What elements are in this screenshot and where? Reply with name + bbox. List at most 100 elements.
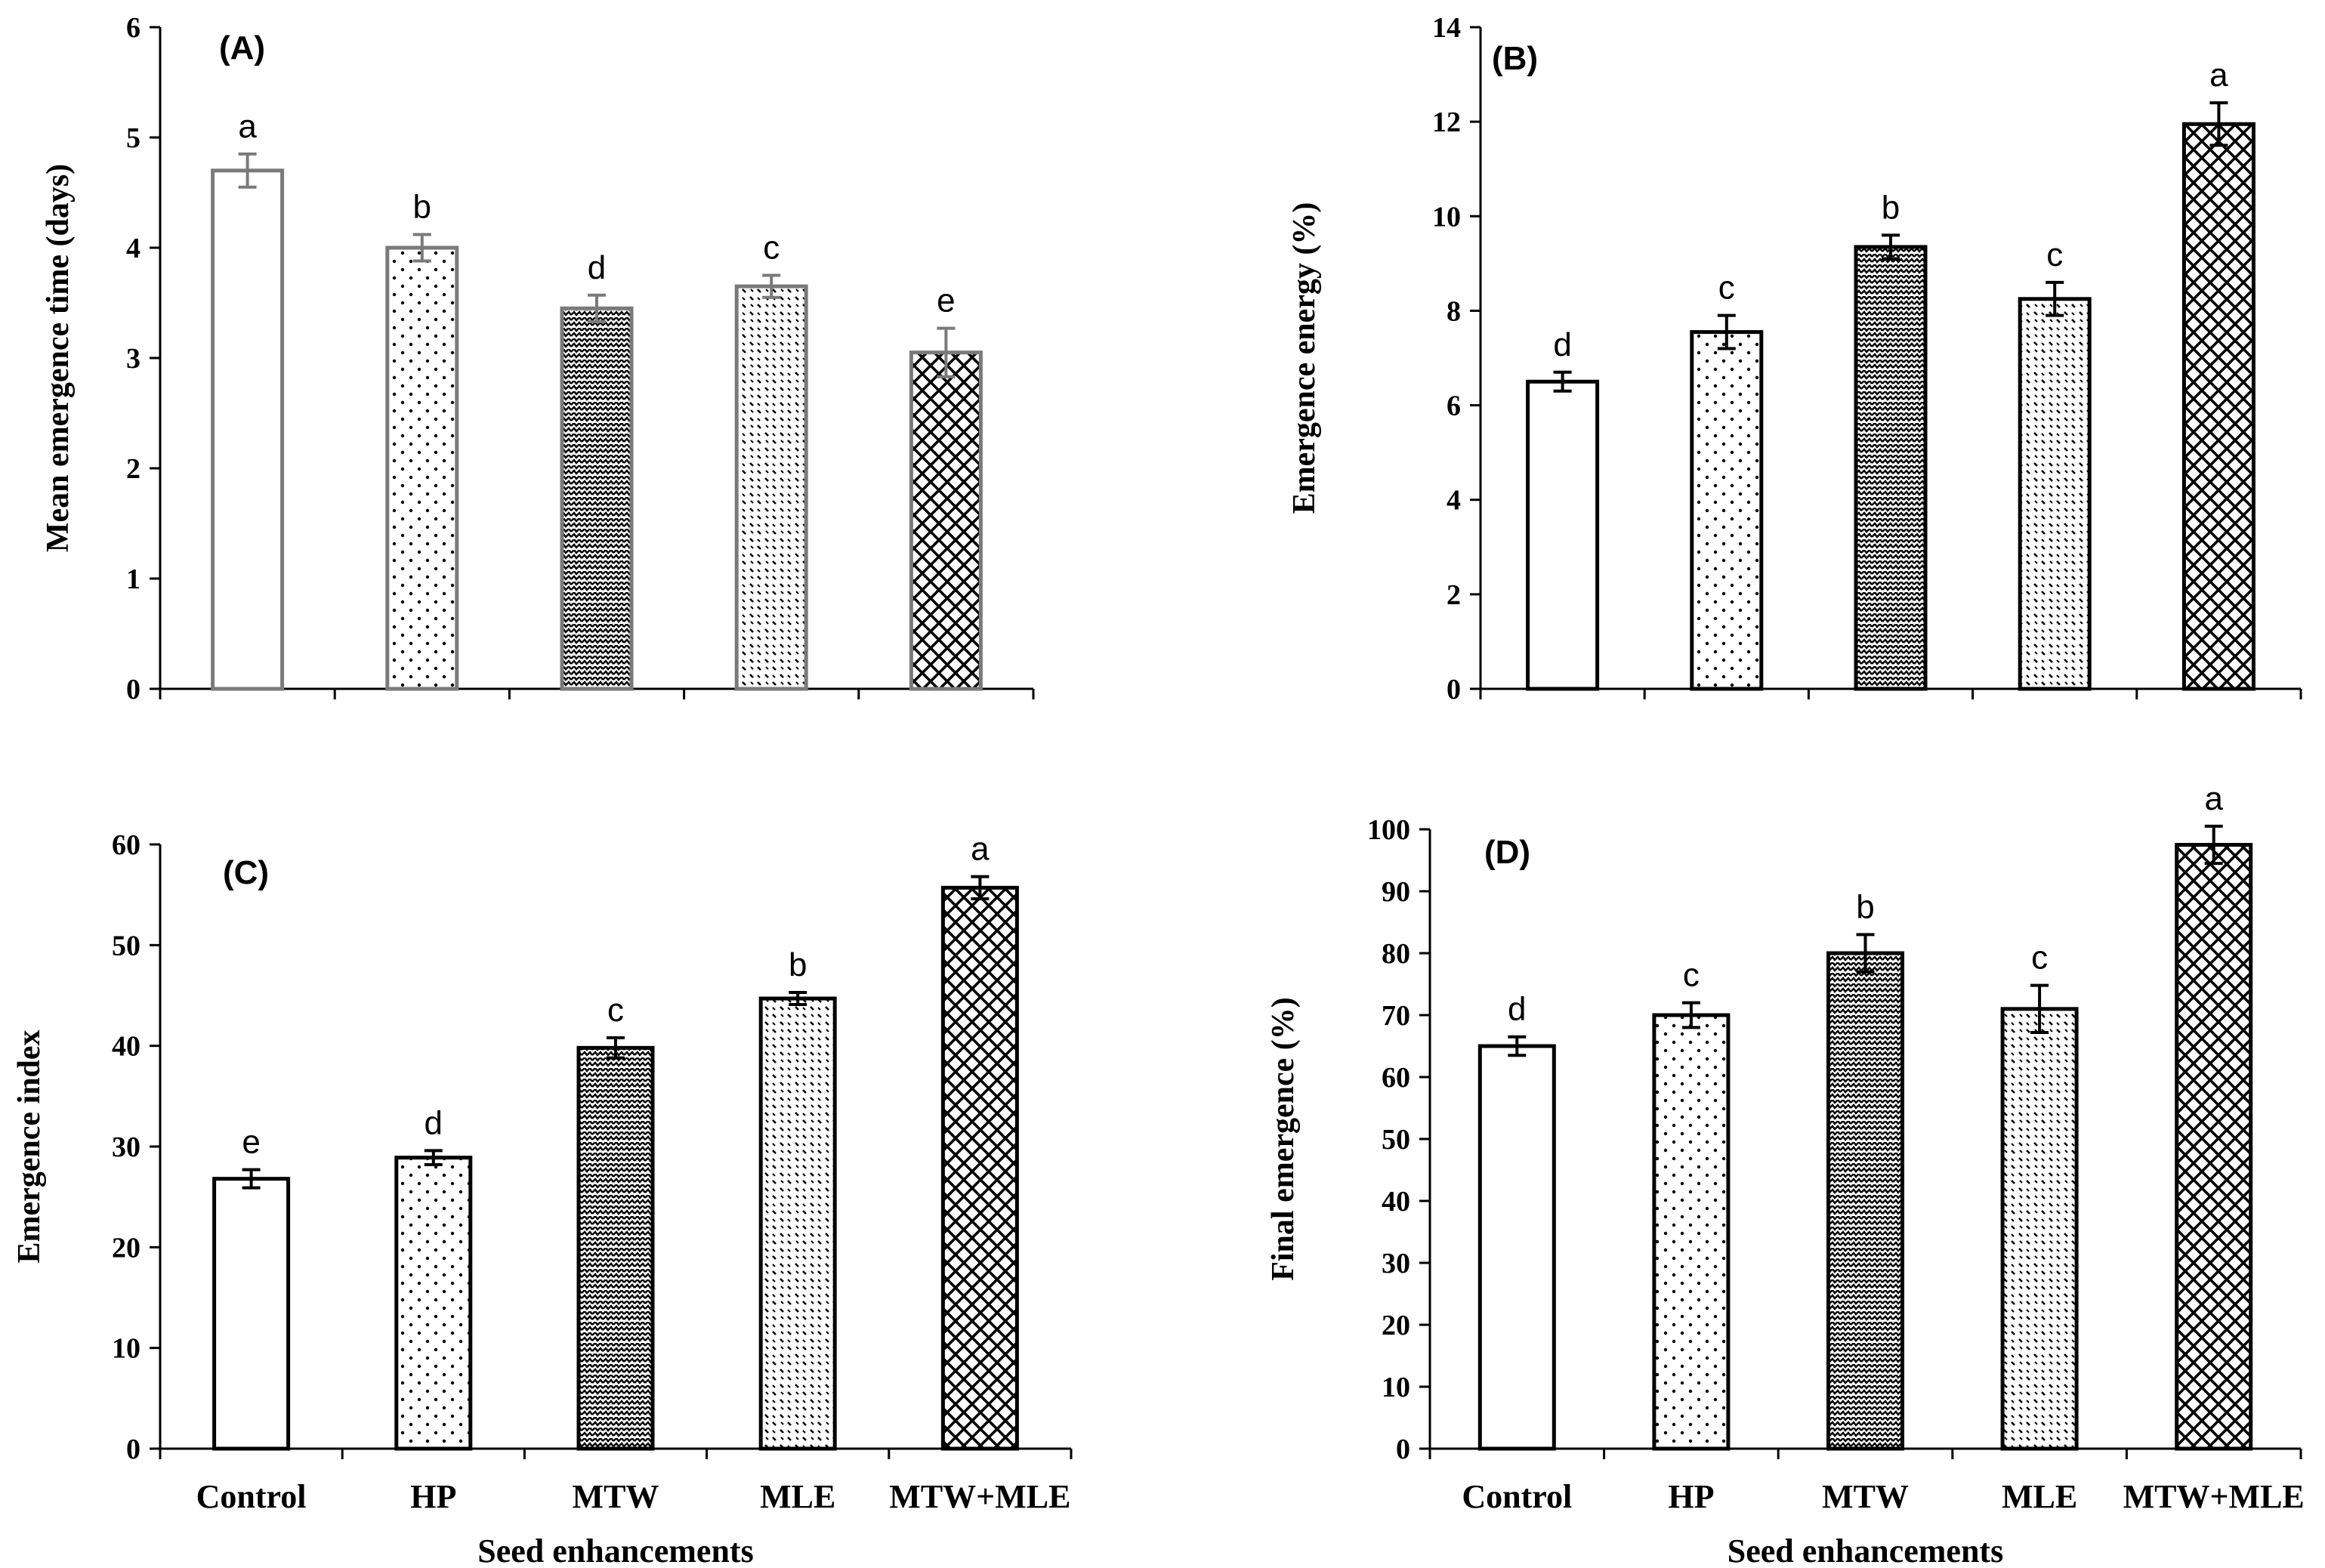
panel-d: 0 10 20 30 40 50 60 70 80 90 100 Final emergence (%… bbox=[1266, 780, 2305, 1568]
bar-mtw-mle bbox=[2181, 122, 2256, 691]
x-tick-label: Control bbox=[1462, 1478, 1572, 1515]
bar-mle bbox=[734, 284, 808, 691]
y-tick-label: 100 bbox=[1367, 814, 1410, 846]
y-tick-label: 60 bbox=[112, 829, 140, 861]
bar-mtw-mle bbox=[909, 350, 983, 691]
bar-mtw bbox=[1826, 951, 1904, 1451]
x-tick-label: MLE bbox=[2002, 1478, 2077, 1515]
error-bar bbox=[2209, 101, 2228, 147]
significance-label: a bbox=[2204, 780, 2223, 817]
significance-label: d bbox=[425, 1104, 443, 1141]
y-tick-label: 40 bbox=[112, 1031, 140, 1063]
error-bar bbox=[1508, 1035, 1527, 1057]
significance-label: e bbox=[242, 1124, 260, 1161]
x-tick-label: MTW+MLE bbox=[889, 1478, 1070, 1515]
y-tick-label: 20 bbox=[1382, 1310, 1410, 1341]
y-tick-label: 70 bbox=[1382, 1000, 1410, 1032]
bar-mtw-mle bbox=[940, 885, 1019, 1451]
x-tick-label: HP bbox=[410, 1478, 456, 1515]
y-tick-label: 90 bbox=[1382, 876, 1410, 908]
error-bar bbox=[238, 152, 257, 189]
y-tick-label: 30 bbox=[1382, 1248, 1410, 1279]
bar-control bbox=[211, 168, 285, 691]
panel-c: 0 10 20 30 40 50 60 Emergence index (C) e Control d… bbox=[12, 829, 1073, 1568]
x-tick-label: MTW bbox=[1822, 1478, 1909, 1515]
significance-label: b bbox=[1856, 888, 1874, 925]
error-bar bbox=[971, 875, 990, 900]
error-bar bbox=[937, 326, 956, 378]
significance-label: c bbox=[1718, 270, 1735, 307]
significance-label: c bbox=[1683, 957, 1700, 994]
y-axis-title: Mean emergence time (days) bbox=[41, 164, 76, 552]
x-tick-label: MTW bbox=[573, 1478, 659, 1515]
y-tick-label: 2 bbox=[126, 453, 140, 485]
significance-label: c bbox=[2046, 236, 2063, 273]
x-tick-label: MLE bbox=[760, 1478, 835, 1515]
error-bar bbox=[789, 991, 807, 1006]
bar-mle bbox=[758, 996, 837, 1451]
panel-label: (A) bbox=[219, 29, 265, 66]
y-axis-title: Emergence energy (%) bbox=[1287, 202, 1322, 514]
panel-a: 0 1 2 3 4 5 6 Mean emergence time (days) (A) a b d c… bbox=[41, 12, 1035, 705]
y-tick-label: 80 bbox=[1382, 938, 1410, 970]
error-bar bbox=[607, 1036, 625, 1060]
bar-mtw-mle bbox=[2175, 843, 2253, 1451]
y-tick-label: 0 bbox=[1447, 674, 1461, 705]
significance-label: e bbox=[937, 282, 955, 319]
significance-label: d bbox=[1508, 991, 1526, 1028]
y-tick-label: 10 bbox=[1382, 1372, 1410, 1403]
bar-hp bbox=[394, 1156, 473, 1451]
significance-label: a bbox=[238, 108, 257, 145]
y-tick-label: 40 bbox=[1382, 1186, 1410, 1218]
error-bar bbox=[588, 293, 606, 323]
error-bar bbox=[1882, 233, 1900, 261]
y-tick-label: 10 bbox=[1432, 201, 1461, 233]
significance-label: c bbox=[763, 230, 780, 267]
bar-control bbox=[1526, 379, 1600, 691]
significance-label: c bbox=[607, 992, 624, 1029]
error-bar bbox=[2030, 983, 2049, 1034]
bar-hp bbox=[1690, 330, 1764, 691]
panel-label: (B) bbox=[1492, 40, 1538, 77]
y-tick-label: 50 bbox=[112, 930, 140, 961]
y-tick-label: 30 bbox=[112, 1131, 140, 1163]
bar-control bbox=[212, 1177, 291, 1451]
error-bar bbox=[1717, 313, 1736, 350]
significance-label: a bbox=[2209, 57, 2228, 94]
y-tick-label: 6 bbox=[126, 12, 140, 44]
y-tick-label: 0 bbox=[1396, 1434, 1410, 1465]
y-tick-label: 60 bbox=[1382, 1062, 1410, 1094]
bar-hp bbox=[385, 245, 459, 691]
x-axis-title: Seed enhancements bbox=[477, 1533, 753, 1568]
y-tick-label: 2 bbox=[1447, 579, 1461, 611]
panel-label: (D) bbox=[1484, 834, 1530, 871]
bar-mtw bbox=[576, 1045, 655, 1451]
y-tick-label: 0 bbox=[126, 1434, 140, 1465]
y-tick-label: 10 bbox=[112, 1333, 140, 1365]
x-tick-label: Control bbox=[196, 1478, 307, 1515]
error-bar bbox=[762, 273, 781, 299]
y-tick-label: 8 bbox=[1447, 295, 1461, 327]
y-tick-label: 6 bbox=[1447, 390, 1461, 422]
y-tick-label: 4 bbox=[126, 233, 140, 264]
significance-label: b bbox=[789, 946, 807, 983]
y-tick-label: 14 bbox=[1432, 12, 1461, 44]
y-tick-label: 4 bbox=[1447, 485, 1461, 517]
y-tick-label: 50 bbox=[1382, 1124, 1410, 1156]
error-bar bbox=[1856, 933, 1875, 974]
bar-mtw bbox=[560, 306, 634, 691]
y-axis-title: Emergence index bbox=[12, 1029, 47, 1263]
bar-mle bbox=[2000, 1007, 2079, 1451]
x-axis-title: Seed enhancements bbox=[1728, 1533, 2003, 1568]
panel-b: 0 2 4 6 8 10 12 14 Emergence energy (%) (B) d c b c a bbox=[1287, 12, 2302, 705]
error-bar bbox=[242, 1168, 261, 1190]
error-bar bbox=[424, 1149, 443, 1166]
significance-label: d bbox=[588, 249, 606, 286]
y-tick-label: 5 bbox=[126, 122, 140, 154]
y-tick-label: 0 bbox=[126, 674, 140, 705]
y-tick-label: 3 bbox=[126, 343, 140, 375]
bar-mtw bbox=[1854, 245, 1928, 691]
x-tick-label: HP bbox=[1668, 1478, 1714, 1515]
bar-mle bbox=[2018, 297, 2092, 691]
error-bar bbox=[1681, 1001, 1700, 1029]
